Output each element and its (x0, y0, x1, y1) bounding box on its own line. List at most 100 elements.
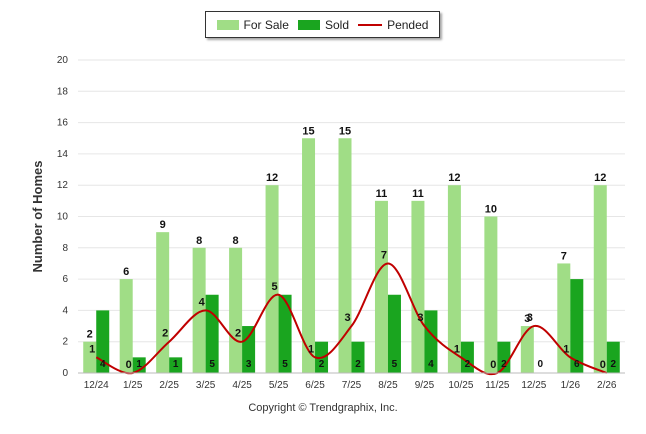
y-tick-label: 0 (62, 368, 68, 379)
label-sold: 4 (428, 359, 434, 370)
bar-for-sale (484, 216, 498, 373)
x-tick-label: 4/25 (232, 380, 252, 391)
legend-for-sale[interactable]: For Sale (216, 17, 289, 32)
label-sold: 0 (538, 359, 544, 370)
bars (83, 138, 620, 373)
label-pended: 0 (600, 359, 606, 371)
label-for-sale: 7 (561, 250, 567, 262)
x-tick-label: 10/25 (448, 380, 473, 391)
bar-sold (497, 341, 511, 373)
x-tick-label: 12/25 (521, 380, 546, 391)
label-for-sale: 15 (302, 125, 314, 137)
label-for-sale: 10 (485, 204, 497, 216)
y-tick-label: 20 (57, 55, 69, 66)
y-tick-label: 6 (62, 274, 68, 285)
x-tick-label: 6/25 (305, 380, 325, 391)
legend: For Sale Sold Pended (205, 11, 440, 38)
label-pended: 3 (417, 312, 423, 324)
x-tick-label: 3/25 (196, 380, 216, 391)
bar-sold (424, 310, 438, 373)
y-tick-label: 4 (62, 305, 68, 316)
legend-sold-label: Sold (324, 17, 349, 32)
label-sold: 1 (136, 359, 142, 370)
bar-for-sale (374, 200, 388, 373)
y-tick-label: 16 (57, 118, 69, 129)
bar-for-sale (520, 326, 534, 373)
bar-for-sale (593, 185, 607, 373)
label-pended: 1 (454, 343, 460, 355)
x-tick-label: 1/26 (561, 380, 581, 391)
bar-for-sale (447, 185, 461, 373)
label-for-sale: 8 (196, 235, 202, 247)
label-pended: 1 (89, 343, 95, 355)
label-pended: 5 (272, 281, 278, 293)
label-sold: 5 (209, 359, 215, 370)
pended-curve (95, 262, 608, 376)
y-axis-label: Number of Homes (30, 161, 45, 273)
data-labels: 2461918583125152152115114122102307612210… (87, 125, 617, 371)
label-for-sale: 12 (448, 172, 460, 184)
x-tick-label: 12/24 (84, 380, 109, 391)
label-sold: 2 (319, 359, 325, 370)
label-pended: 3 (344, 312, 350, 324)
label-sold: 5 (282, 359, 288, 370)
label-for-sale: 12 (594, 172, 606, 184)
label-sold: 1 (173, 359, 179, 370)
y-tick-label: 18 (57, 86, 69, 97)
x-tick-label: 8/25 (378, 380, 398, 391)
legend-pended[interactable]: Pended (358, 18, 428, 32)
label-pended: 0 (126, 359, 132, 371)
label-sold: 2 (355, 359, 361, 370)
y-tick-label: 10 (57, 212, 69, 223)
y-tick-label: 2 (62, 337, 68, 348)
x-tick-label: 11/25 (485, 380, 510, 391)
x-tick-label: 1/25 (123, 380, 143, 391)
bar-sold (606, 341, 620, 373)
pended-swatch (358, 23, 383, 26)
for-sale-swatch (216, 19, 239, 30)
bar-sold (351, 341, 365, 373)
bar-for-sale (192, 247, 206, 373)
label-for-sale: 12 (266, 172, 278, 184)
x-tick-label: 2/26 (597, 380, 617, 391)
x-tick-label: 5/25 (269, 380, 289, 391)
bar-for-sale (265, 185, 279, 373)
sold-swatch (297, 19, 320, 30)
bar-sold (169, 357, 183, 373)
bar-sold (205, 294, 219, 373)
copyright: Copyright © Trendgraphix, Inc. (248, 402, 398, 414)
bar-for-sale (411, 200, 425, 373)
pended-line (95, 262, 608, 376)
x-tick-label: 9/25 (415, 380, 435, 391)
legend-sold[interactable]: Sold (297, 17, 349, 32)
bar-for-sale (557, 263, 571, 373)
label-pended: 0 (490, 359, 496, 371)
label-sold: 2 (501, 359, 507, 370)
bar-for-sale (83, 341, 97, 373)
label-pended: 2 (235, 328, 241, 340)
label-pended: 1 (563, 343, 569, 355)
label-sold: 6 (574, 359, 580, 370)
bar-sold (96, 310, 110, 373)
bar-sold (387, 294, 401, 373)
label-for-sale: 3 (524, 313, 530, 325)
x-tick-label: 7/25 (342, 380, 362, 391)
x-tick-label: 2/25 (159, 380, 179, 391)
label-pended: 4 (199, 296, 206, 308)
bar-for-sale (119, 279, 133, 373)
label-pended: 2 (162, 328, 168, 340)
label-sold: 2 (610, 359, 616, 370)
label-for-sale: 11 (376, 188, 388, 200)
label-for-sale: 8 (233, 235, 239, 247)
label-pended: 7 (381, 249, 387, 261)
label-sold: 4 (100, 359, 106, 370)
label-for-sale: 9 (160, 219, 166, 231)
legend-for-sale-label: For Sale (243, 17, 289, 32)
bar-sold (278, 294, 292, 373)
label-sold: 5 (392, 359, 398, 370)
bar-sold (242, 326, 256, 373)
label-for-sale: 11 (412, 188, 424, 200)
label-for-sale: 6 (123, 266, 129, 278)
